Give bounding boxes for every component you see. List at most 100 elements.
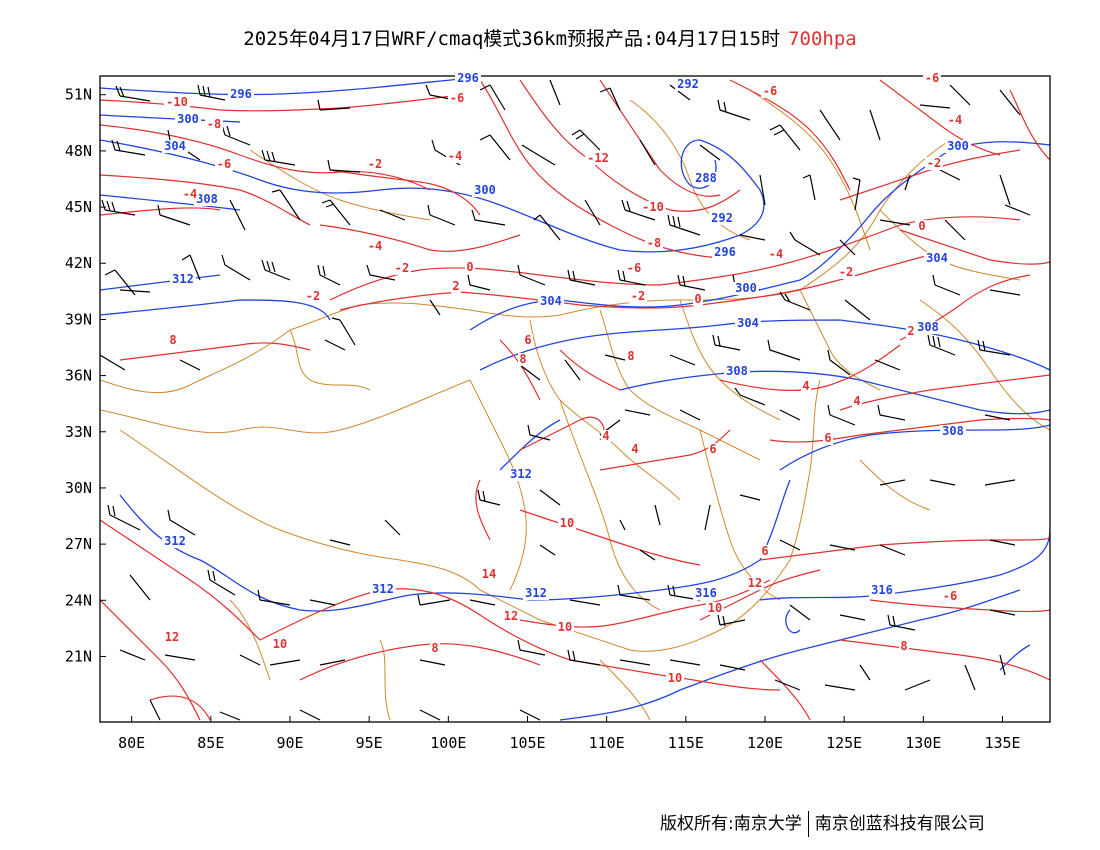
temperature-contour-label-bg [899,640,909,653]
temperature-contour-label-bg [823,432,833,445]
temperature-contour-label: 10 [668,671,682,685]
temperature-contour-label: 6 [709,442,716,456]
height-contour-label-bg [455,72,481,85]
y-tick-label: 42N [65,254,92,272]
temperature-contour-label-bg [767,248,785,261]
temperature-contour-label-bg [640,201,666,214]
y-tick-label: 45N [65,198,92,216]
temperature-contour-label-bg [502,610,520,623]
x-tick-label: 85E [197,734,224,752]
temperature-contour-label-bg [941,590,959,603]
temperature-contour-label-bg [205,118,223,131]
y-tick-label: 51N [65,86,92,104]
height-contour-label-bg [170,273,196,286]
x-tick-label: 115E [668,734,704,752]
temperature-contour-label-bg [215,158,233,171]
height-contour-label: 312 [172,272,194,286]
temperature-contour-label-bg [446,150,464,163]
height-contour-label: 296 [714,245,736,259]
temperature-contour-label-bg [760,545,770,558]
height-contour-label-bg [869,584,895,597]
temperature-contour-label-bg [164,96,190,109]
temperature-contour-label-bg [629,290,647,303]
temperature-contour-label: 4 [802,379,809,393]
temperature-contour-label-bg [837,266,855,279]
temperature-contour-label-bg [518,353,528,366]
temperature-contour-label-bg [601,430,611,443]
y-tick-label: 39N [65,310,92,328]
temperature-contour-label: 2 [907,324,914,338]
temperature-contour-label: -6 [627,261,641,275]
x-tick-label: 90E [276,734,303,752]
x-tick-label: 120E [747,734,783,752]
height-contours [100,77,1050,721]
temperature-contour-label-bg [430,642,440,655]
temperature-contour-label: 4 [602,429,609,443]
temperature-contour-label: -6 [763,84,777,98]
height-contour-label-bg [228,88,254,101]
temperature-contour-label: -6 [943,589,957,603]
temperature-contour-label: 6 [824,431,831,445]
height-contour-label-bg [175,113,201,126]
temperature-contour-label: 0 [694,292,701,306]
temperature-contour-label: -4 [368,239,382,253]
temperature-contour-label: 14 [482,567,496,581]
height-contour-label: 292 [711,211,733,225]
height-contour-label: 312 [372,582,394,596]
temperature-contour-label-bg [366,240,384,253]
temperature-contour-label-bg [923,72,941,85]
temperature-contour-label-bg [181,188,199,201]
x-tick-label: 125E [826,734,862,752]
height-contour-label: 312 [164,534,186,548]
y-tick-label: 30N [65,479,92,497]
height-contour-label: 292 [677,77,699,91]
height-contour-label-bg [162,535,188,548]
height-contour-label-bg [735,317,761,330]
height-contour-label-bg [693,172,719,185]
temperature-contour-label: -8 [207,117,221,131]
temperature-contour-label: 8 [519,352,526,366]
height-contour-label: 308 [942,424,964,438]
height-contour-label: 300 [947,139,969,153]
temperature-contour-label: -10 [166,95,188,109]
company-text: 南京创蓝科技有限公司 [814,814,985,834]
height-contour-label: 316 [695,586,717,600]
temperature-contour-label-bg [666,672,684,685]
height-contour-label-bg [508,468,534,481]
x-axis: 80E 85E 90E 95E 100E 105E 110E 115E 120E 125E 130E… [118,716,1021,752]
temperature-contour-label-bg [168,334,178,347]
temperature-contour-label-bg [630,443,640,456]
height-contour-label: 300 [474,183,496,197]
chart-title: 2025年04月17日WRF/cmaq模式36km预报产品:04月17日15时 7… [0,24,1100,51]
x-tick-label: 95E [356,734,383,752]
temperature-contour-label: 10 [560,516,574,530]
height-contour-label: 312 [525,586,547,600]
temperature-contour-label: 12 [504,609,518,623]
x-tick-label: 100E [430,734,466,752]
temperature-contour-label: 6 [761,544,768,558]
temperature-contour-label-bg [451,280,461,293]
y-tick-label: 21N [65,647,92,665]
height-contour-label: 304 [164,139,186,153]
temperature-contour-label-bg [558,517,576,530]
height-contour-label: 316 [871,583,893,597]
height-contour-label-bg [472,184,498,197]
temperature-contour-label-bg [556,621,574,634]
height-contour-label: 296 [230,87,252,101]
height-contour-label-bg [709,212,735,225]
temperature-contour-label-bg [645,237,663,250]
temperature-contour-label-bg [946,114,964,127]
height-contour-label: 304 [540,294,562,308]
height-contour-label-bg [370,583,396,596]
temperature-contour-label: 4 [631,442,638,456]
temperature-contour-label-bg [852,395,862,408]
temperature-contour-label: 10 [273,637,287,651]
height-contour-label: 308 [196,192,218,206]
temperature-contour-label-bg [626,350,636,363]
y-tick-label: 24N [65,591,92,609]
height-contour-label: 288 [695,171,717,185]
height-contour-label-bg [712,246,738,259]
temperature-contours [100,79,1050,721]
height-contour-label: 304 [926,251,948,265]
x-tick-label: 110E [589,734,625,752]
